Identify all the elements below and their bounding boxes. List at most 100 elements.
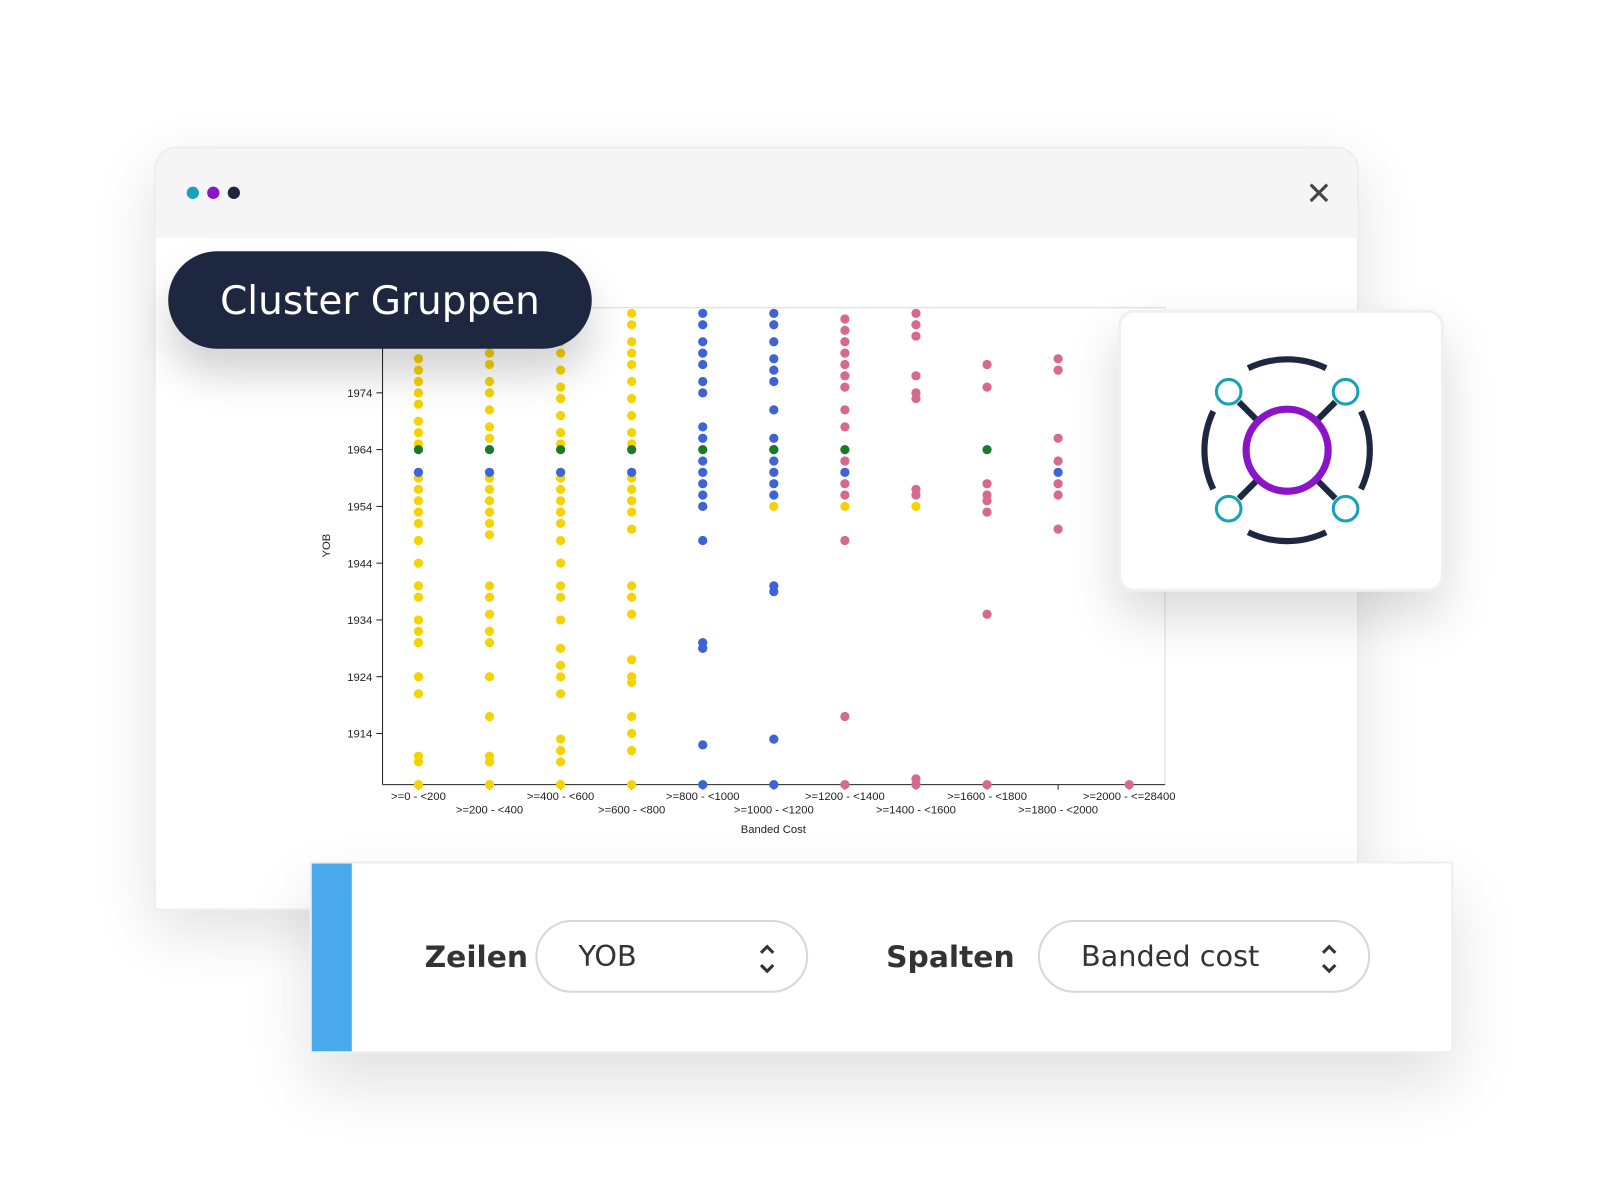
point bbox=[769, 405, 779, 415]
point bbox=[413, 535, 424, 546]
point bbox=[769, 501, 779, 512]
y-tick-label: 1964 bbox=[347, 445, 372, 457]
x-tick-label: >=800 - <1000 bbox=[666, 791, 740, 803]
point bbox=[555, 734, 566, 744]
point bbox=[698, 779, 708, 790]
point bbox=[769, 734, 779, 744]
y-tick-label: 1934 bbox=[347, 615, 372, 627]
dot bbox=[207, 186, 220, 199]
x-tick-label: >=1000 - <1200 bbox=[734, 804, 814, 816]
point bbox=[484, 484, 495, 494]
point bbox=[627, 445, 637, 455]
point bbox=[555, 484, 566, 494]
x-tick-label: >=200 - <400 bbox=[456, 804, 523, 816]
point bbox=[627, 745, 637, 756]
point bbox=[484, 711, 495, 722]
point bbox=[413, 672, 424, 682]
x-tick-label: >=1800 - <2000 bbox=[1018, 804, 1098, 816]
point bbox=[484, 757, 495, 767]
point bbox=[555, 643, 566, 653]
point bbox=[840, 314, 850, 324]
point bbox=[413, 689, 424, 699]
point bbox=[413, 354, 424, 364]
point bbox=[627, 308, 637, 318]
point bbox=[698, 348, 708, 358]
point bbox=[555, 745, 566, 756]
point bbox=[627, 393, 637, 404]
point bbox=[627, 609, 637, 619]
point bbox=[911, 393, 921, 404]
rows-select[interactable]: YOB bbox=[535, 919, 809, 993]
point bbox=[1053, 524, 1063, 534]
point bbox=[982, 479, 992, 489]
point bbox=[627, 524, 637, 534]
point bbox=[555, 779, 566, 790]
point bbox=[698, 388, 708, 398]
point bbox=[1053, 456, 1063, 466]
point bbox=[627, 779, 637, 790]
point bbox=[627, 484, 637, 494]
point bbox=[555, 393, 566, 404]
point bbox=[555, 365, 566, 375]
point bbox=[413, 427, 424, 438]
point bbox=[484, 626, 495, 636]
point bbox=[840, 479, 850, 489]
point bbox=[840, 405, 850, 415]
point bbox=[484, 376, 495, 387]
cols-label: Spalten bbox=[886, 939, 1015, 975]
window-controls bbox=[186, 183, 1329, 203]
point bbox=[555, 581, 566, 591]
point bbox=[698, 643, 708, 653]
point bbox=[413, 518, 424, 529]
point bbox=[484, 592, 495, 602]
point bbox=[627, 376, 637, 387]
cols-select[interactable]: Banded cost bbox=[1037, 919, 1371, 993]
point bbox=[413, 779, 424, 790]
point bbox=[982, 507, 992, 517]
point bbox=[840, 359, 850, 370]
y-tick-label: 1914 bbox=[347, 729, 372, 741]
point bbox=[769, 433, 779, 443]
point bbox=[413, 638, 424, 648]
point bbox=[840, 467, 850, 477]
point bbox=[769, 779, 779, 790]
point bbox=[769, 467, 779, 477]
y-tick-label: 1944 bbox=[347, 558, 372, 570]
accent-bar bbox=[311, 863, 352, 1052]
point bbox=[555, 507, 566, 517]
point bbox=[769, 308, 779, 318]
point bbox=[698, 467, 708, 477]
point bbox=[627, 348, 637, 358]
point bbox=[1053, 467, 1063, 477]
point bbox=[769, 354, 779, 364]
point bbox=[698, 433, 708, 443]
y-axis-title: YOB bbox=[321, 534, 333, 558]
point bbox=[555, 660, 566, 670]
close-button[interactable] bbox=[1309, 183, 1329, 203]
point bbox=[555, 427, 566, 438]
x-tick-label: >=1400 - <1600 bbox=[876, 804, 956, 816]
point bbox=[840, 371, 850, 381]
dot bbox=[227, 186, 240, 199]
point bbox=[982, 382, 992, 392]
point bbox=[698, 740, 708, 750]
point bbox=[484, 445, 495, 455]
point bbox=[413, 757, 424, 767]
point bbox=[484, 507, 495, 517]
point bbox=[484, 496, 495, 506]
point bbox=[911, 331, 921, 341]
x-tick-label: >=400 - <600 bbox=[527, 791, 594, 803]
cols-value: Banded cost bbox=[1080, 939, 1260, 974]
point bbox=[627, 655, 637, 665]
point bbox=[484, 467, 495, 477]
point bbox=[1053, 365, 1063, 375]
x-tick-label: >=0 - <200 bbox=[391, 791, 446, 803]
controls-panel: Zeilen YOB Spalten Banded cost bbox=[309, 861, 1454, 1054]
icon-card bbox=[1117, 309, 1445, 592]
point bbox=[627, 581, 637, 591]
point bbox=[413, 467, 424, 477]
point bbox=[627, 337, 637, 347]
point bbox=[840, 711, 850, 722]
point bbox=[840, 348, 850, 358]
